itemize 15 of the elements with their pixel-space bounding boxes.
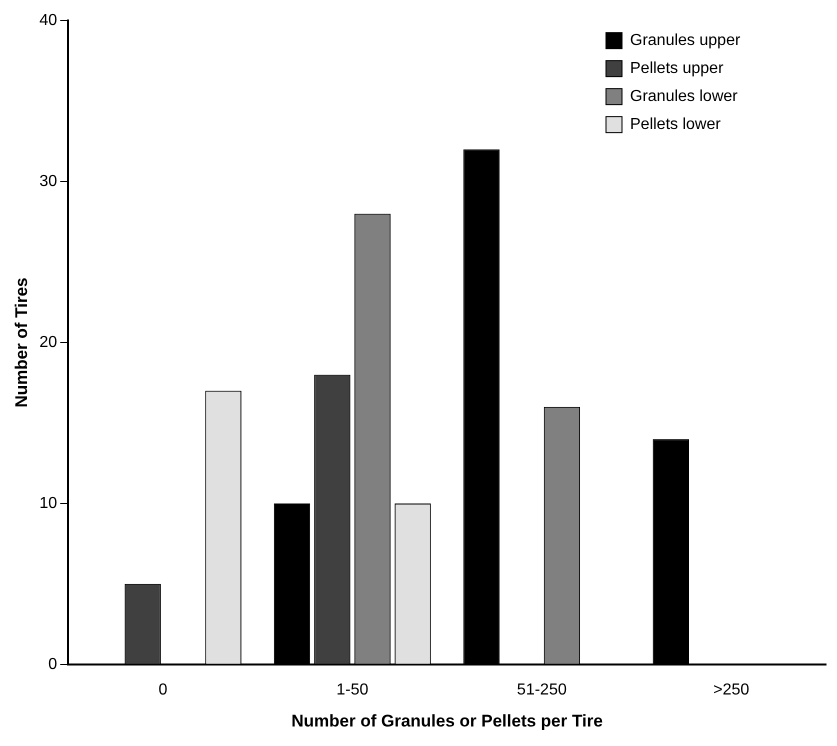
legend-label: Granules upper	[630, 32, 741, 50]
y-tick-label: 0	[48, 656, 58, 673]
x-tick-label: 51-250	[516, 681, 567, 698]
legend-label: Pellets upper	[630, 60, 724, 78]
y-tick-label: 30	[39, 172, 58, 190]
y-tick-label: 40	[39, 12, 58, 30]
x-tick-label: >250	[713, 681, 750, 698]
y-tick-label: 20	[39, 334, 58, 351]
legend-label: Pellets lower	[630, 116, 722, 134]
y-tick-label: 10	[39, 494, 58, 512]
x-tick-label: 1-50	[336, 681, 368, 698]
x-axis-title: Number of Granules or Pellets per Tire	[291, 711, 603, 730]
legend-label: Granules lower	[630, 88, 738, 106]
y-axis-title: Number of Tires	[12, 277, 31, 408]
x-tick-label: 0	[158, 681, 168, 698]
